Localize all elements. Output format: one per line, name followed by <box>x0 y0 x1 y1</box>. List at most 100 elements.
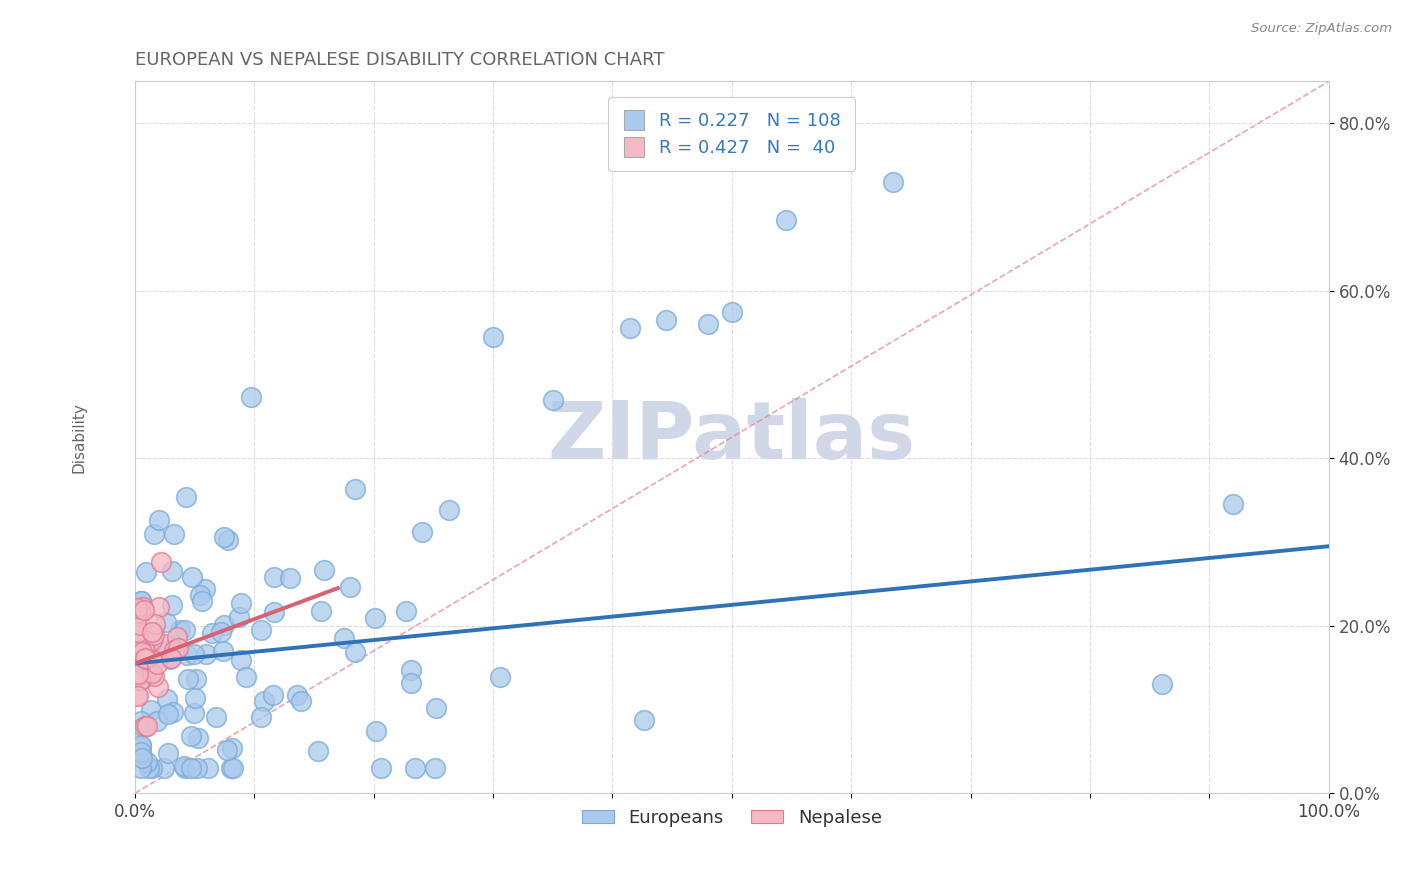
Point <box>132 603 155 617</box>
Point <box>285 688 308 702</box>
Point <box>235 670 257 684</box>
Point <box>127 655 149 669</box>
Point <box>775 212 797 227</box>
Point <box>425 761 447 775</box>
Point <box>262 688 284 702</box>
Point <box>148 513 170 527</box>
Point <box>231 653 253 667</box>
Point <box>200 626 222 640</box>
Point <box>131 645 153 659</box>
Point <box>128 634 150 648</box>
Point <box>148 600 170 615</box>
Point <box>160 599 183 613</box>
Point <box>344 482 367 496</box>
Y-axis label: Disability: Disability <box>72 402 86 473</box>
Legend: Europeans, Nepalese: Europeans, Nepalese <box>575 802 889 834</box>
Point <box>249 624 271 638</box>
Point <box>163 526 186 541</box>
Point <box>212 530 235 544</box>
Point <box>153 761 176 775</box>
Point <box>129 739 152 754</box>
Point <box>194 647 217 661</box>
Point <box>314 563 336 577</box>
Point <box>135 565 157 579</box>
Point <box>541 392 564 407</box>
Point <box>157 643 180 657</box>
Point <box>141 666 163 681</box>
Point <box>229 596 252 610</box>
Point <box>228 610 250 624</box>
Point <box>411 525 433 540</box>
Point <box>488 670 510 684</box>
Point <box>186 761 208 775</box>
Point <box>141 625 163 640</box>
Point <box>134 719 156 733</box>
Point <box>194 582 217 597</box>
Point <box>129 673 152 687</box>
Point <box>183 706 205 721</box>
Point <box>127 624 149 639</box>
Point <box>127 634 149 648</box>
Point <box>221 740 243 755</box>
Point <box>143 669 166 683</box>
Point <box>138 643 160 657</box>
Point <box>129 738 152 752</box>
Point <box>209 625 232 640</box>
Point <box>655 313 678 327</box>
Point <box>188 588 211 602</box>
Point <box>180 761 202 775</box>
Point <box>127 667 149 681</box>
Point <box>129 640 152 654</box>
Point <box>127 689 149 703</box>
Point <box>250 709 273 723</box>
Point <box>129 745 152 759</box>
Point <box>399 663 422 677</box>
Point <box>166 640 188 655</box>
Point <box>217 743 239 757</box>
Point <box>163 642 186 657</box>
Point <box>160 564 183 578</box>
Point <box>143 616 166 631</box>
Point <box>197 761 219 775</box>
Point <box>173 623 195 637</box>
Point <box>169 623 191 637</box>
Point <box>263 605 285 619</box>
Point <box>184 672 207 686</box>
Point <box>139 703 162 717</box>
Text: EUROPEAN VS NEPALESE DISABILITY CORRELATION CHART: EUROPEAN VS NEPALESE DISABILITY CORRELAT… <box>135 51 665 69</box>
Point <box>399 676 422 690</box>
Point <box>131 667 153 681</box>
Point <box>128 673 150 687</box>
Point <box>148 681 170 695</box>
Point <box>156 707 179 722</box>
Point <box>129 714 152 728</box>
Point <box>252 694 274 708</box>
Point <box>127 629 149 643</box>
Point <box>221 761 243 775</box>
Point <box>278 571 301 585</box>
Point <box>156 692 179 706</box>
Point <box>425 701 447 715</box>
Point <box>339 580 361 594</box>
Point <box>263 570 285 584</box>
Point <box>166 631 188 645</box>
Point <box>173 759 195 773</box>
Point <box>212 618 235 632</box>
Point <box>437 503 460 517</box>
Point <box>882 175 904 189</box>
Point <box>482 330 505 344</box>
Point <box>156 746 179 760</box>
Point <box>183 691 205 706</box>
Point <box>132 600 155 615</box>
Point <box>720 304 742 318</box>
Point <box>159 651 181 665</box>
Point <box>633 714 655 728</box>
Point <box>395 603 418 617</box>
Point <box>143 654 166 668</box>
Point <box>135 651 157 665</box>
Point <box>181 570 204 584</box>
Point <box>290 694 312 708</box>
Point <box>135 665 157 679</box>
Point <box>129 594 152 608</box>
Point <box>183 647 205 661</box>
